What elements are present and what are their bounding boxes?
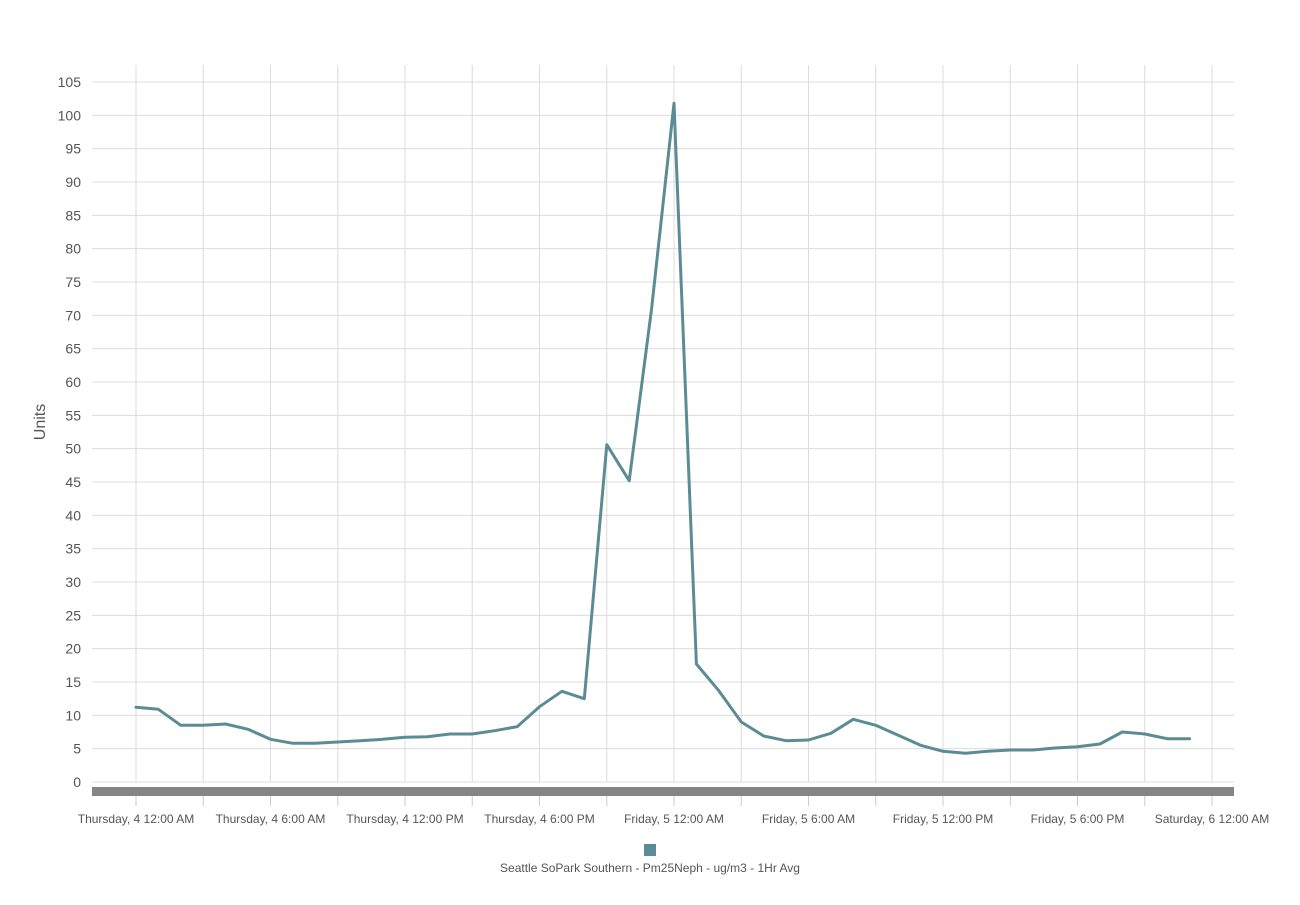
y-tick-label: 70	[65, 307, 81, 323]
y-tick-label: 65	[65, 341, 81, 357]
y-tick-label: 90	[65, 174, 81, 190]
y-tick-label: 5	[73, 741, 81, 757]
series-line[interactable]	[134, 101, 1192, 755]
x-tick-label: Thursday, 4 6:00 AM	[216, 812, 326, 826]
y-tick-label: 75	[65, 274, 81, 290]
y-tick-label: 85	[65, 207, 81, 223]
x-tick-label: Friday, 5 6:00 AM	[762, 812, 855, 826]
y-tick-label: 100	[58, 107, 82, 123]
y-tick-label: 0	[73, 774, 81, 790]
y-tick-label: 60	[65, 374, 81, 390]
legend-swatch[interactable]	[644, 844, 656, 856]
x-axis-bar[interactable]	[92, 787, 1234, 796]
y-tick-label: 10	[65, 707, 81, 723]
legend-label[interactable]: Seattle SoPark Southern - Pm25Neph - ug/…	[500, 861, 800, 875]
y-tick-label: 105	[58, 74, 82, 90]
y-tick-label: 45	[65, 474, 81, 490]
x-tick-label: Friday, 5 12:00 AM	[624, 812, 724, 826]
y-tick-label: 15	[65, 674, 81, 690]
series-group	[134, 101, 1192, 755]
y-tick-label: 80	[65, 241, 81, 257]
y-tick-label: 50	[65, 441, 81, 457]
x-tick-label: Friday, 5 6:00 PM	[1031, 812, 1125, 826]
x-tick-label: Thursday, 4 12:00 PM	[346, 812, 463, 826]
y-tick-label: 55	[65, 407, 81, 423]
y-tick-label: 20	[65, 641, 81, 657]
y-axis-label: Units	[32, 404, 49, 440]
y-tick-label: 30	[65, 574, 81, 590]
y-tick-label: 35	[65, 541, 81, 557]
x-tick-label: Thursday, 4 6:00 PM	[484, 812, 595, 826]
x-tick-label: Saturday, 6 12:00 AM	[1155, 812, 1270, 826]
y-tick-label: 25	[65, 607, 81, 623]
legend[interactable]: Seattle SoPark Southern - Pm25Neph - ug/…	[500, 844, 800, 875]
grid-lines	[92, 65, 1234, 783]
y-tick-label: 95	[65, 141, 81, 157]
x-axis: Thursday, 4 12:00 AM Thursday, 4 6:00 AM T…	[78, 787, 1270, 826]
y-axis-ticks: 0 5 10 15 20 25 30 35 40 45 50 55 60 65 70 75 80 85 90 95 10…	[58, 74, 82, 790]
x-tick-label: Friday, 5 12:00 PM	[893, 812, 994, 826]
x-tick-label: Thursday, 4 12:00 AM	[78, 812, 195, 826]
y-tick-label: 40	[65, 507, 81, 523]
